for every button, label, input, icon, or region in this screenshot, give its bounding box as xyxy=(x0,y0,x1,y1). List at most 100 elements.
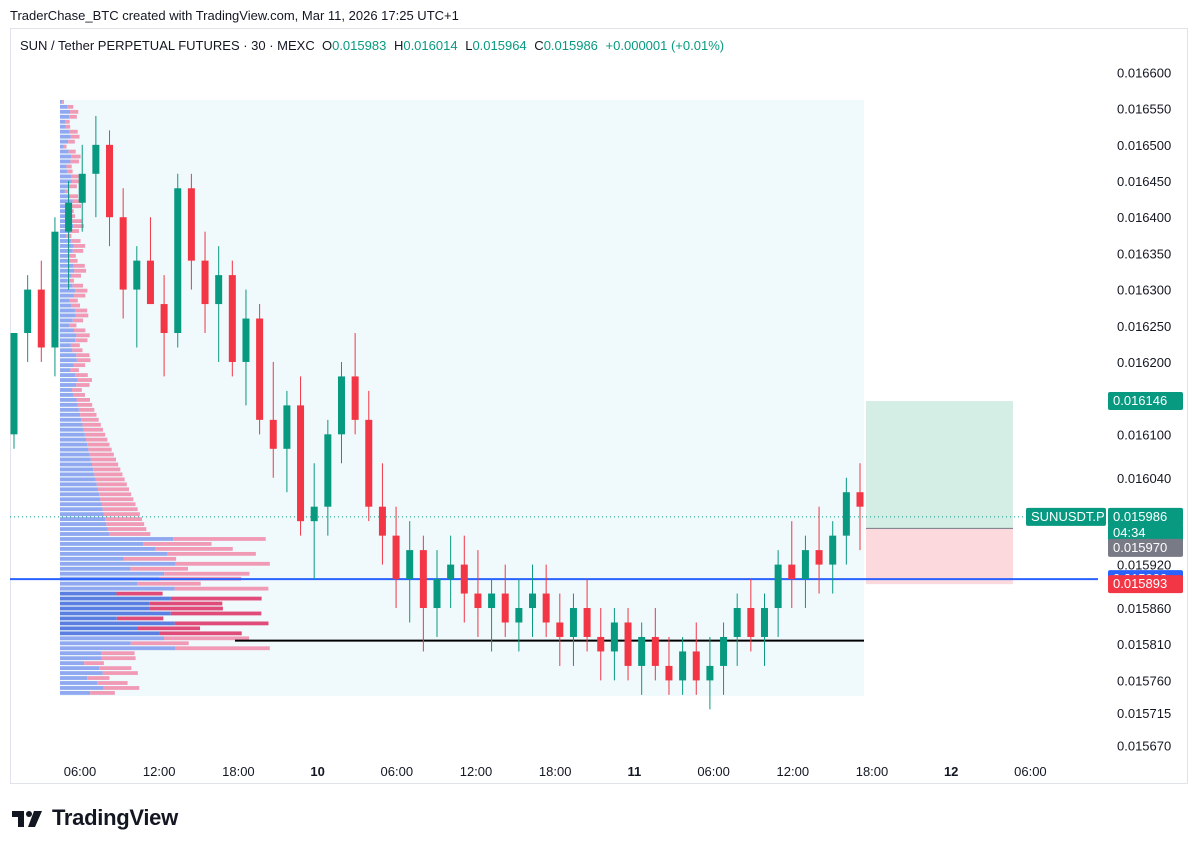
tradingview-logo-icon xyxy=(12,811,42,827)
profile-bar-sell xyxy=(174,586,269,591)
profile-bar-buy xyxy=(60,611,171,616)
profile-bar-buy xyxy=(60,393,74,397)
profile-bar-sell xyxy=(67,278,74,283)
profile-bar-sell xyxy=(164,636,250,641)
tradingview-logo[interactable]: TradingView xyxy=(12,804,178,832)
price-tick-label: 0.016350 xyxy=(1117,246,1171,261)
profile-bar-sell xyxy=(69,298,78,303)
profile-bar-sell xyxy=(76,398,90,402)
profile-bar-sell xyxy=(100,497,134,502)
profile-bar-sell xyxy=(71,204,82,209)
profile-bar-sell xyxy=(155,547,233,551)
profile-bar-buy xyxy=(60,487,98,492)
time-tick-label: 10 xyxy=(310,764,324,779)
profile-bar-buy xyxy=(60,661,85,666)
profile-bar-sell xyxy=(96,482,127,487)
candle-body xyxy=(501,593,509,623)
candle-body xyxy=(447,564,455,580)
symbol-title[interactable]: SUN / Tether PERPETUAL FUTURES · 30 · ME… xyxy=(20,38,315,53)
profile-bar-buy xyxy=(60,507,103,512)
candle-body xyxy=(856,492,864,507)
profile-bar-sell xyxy=(130,641,189,646)
profile-bar-sell xyxy=(72,348,83,353)
profile-bar-sell xyxy=(68,253,76,258)
candle-body xyxy=(365,419,373,507)
profile-bar-sell xyxy=(68,139,75,144)
profile-bar-sell xyxy=(159,631,242,636)
profile-bar-buy xyxy=(60,457,91,462)
candle-body xyxy=(174,188,182,334)
price-tick-label: 0.015760 xyxy=(1117,673,1171,688)
candle-body xyxy=(815,550,823,565)
profile-bar-buy xyxy=(60,104,68,109)
profile-bar-sell xyxy=(74,268,87,273)
profile-bar-sell xyxy=(68,149,76,154)
horizontal-levels xyxy=(10,516,1098,642)
profile-bar-buy xyxy=(60,467,94,472)
profile-bar-sell xyxy=(116,616,164,621)
profile-bar-sell xyxy=(149,606,223,611)
profile-bar-buy xyxy=(60,268,75,273)
profile-bar-sell xyxy=(69,323,77,328)
price-tag-bg xyxy=(1108,392,1183,411)
candle-body xyxy=(515,608,523,623)
profile-bar-buy xyxy=(60,596,171,601)
profile-bar-sell xyxy=(93,467,121,472)
candle-body xyxy=(256,318,264,420)
candle-body xyxy=(692,651,700,681)
profile-bar-buy xyxy=(60,512,104,517)
price-tick-label: 0.015920 xyxy=(1117,558,1171,573)
profile-bar-buy xyxy=(60,616,117,621)
profile-bar-buy xyxy=(60,139,69,144)
profile-bar-sell xyxy=(64,189,69,194)
profile-bar-buy xyxy=(60,437,87,442)
profile-bar-sell xyxy=(74,308,88,313)
time-tick-label: 12 xyxy=(944,764,958,779)
time-tick-label: 06:00 xyxy=(381,764,414,779)
candle-body xyxy=(624,622,632,666)
profile-bar-buy xyxy=(60,209,68,214)
profile-bar-buy xyxy=(60,378,78,382)
profile-bar-buy xyxy=(60,422,83,427)
profile-bar-sell xyxy=(101,502,136,507)
profile-bar-buy xyxy=(60,179,72,184)
profile-bar-sell xyxy=(73,393,85,397)
profile-bar-sell xyxy=(70,368,79,372)
candle-body xyxy=(242,318,250,362)
candle-body xyxy=(665,665,673,681)
profile-bar-buy xyxy=(60,586,175,591)
candle-body xyxy=(733,608,741,637)
candle-body xyxy=(324,434,332,507)
candle-body xyxy=(788,564,796,580)
time-tick-label: 12:00 xyxy=(143,764,176,779)
candle-body xyxy=(747,608,755,637)
profile-bar-sell xyxy=(103,686,140,690)
tradingview-wordmark: TradingView xyxy=(52,805,178,830)
profile-bar-sell xyxy=(99,666,132,670)
candle-body xyxy=(679,651,687,681)
candle-body xyxy=(474,593,482,609)
price-tag-bg xyxy=(1108,575,1183,594)
profile-bar-buy xyxy=(60,174,72,179)
time-tick-label: 11 xyxy=(628,764,642,779)
profile-bar-buy xyxy=(60,427,84,432)
profile-bar-buy xyxy=(60,288,76,293)
profile-bar-sell xyxy=(70,159,79,164)
time-axis: 06:00 12:00 18:00 10 06:00 12:00 18:00 11 06:00 1… xyxy=(64,764,1047,779)
profile-bar-buy xyxy=(60,477,96,482)
profile-bar-sell xyxy=(71,154,81,159)
profile-bar-buy xyxy=(60,412,81,417)
profile-bar-buy xyxy=(60,234,67,238)
price-tick-label: 0.015670 xyxy=(1117,739,1171,754)
candle-body xyxy=(529,593,537,609)
profile-bar-sell xyxy=(65,119,70,124)
profile-bar-buy xyxy=(60,641,131,646)
candle-body xyxy=(37,289,45,348)
profile-bar-buy xyxy=(60,636,165,641)
profile-bar-sell xyxy=(173,537,266,541)
candle-body xyxy=(378,506,386,536)
profile-bar-buy xyxy=(60,556,124,561)
profile-bar-buy xyxy=(60,601,150,606)
profile-bar-buy xyxy=(60,666,100,670)
